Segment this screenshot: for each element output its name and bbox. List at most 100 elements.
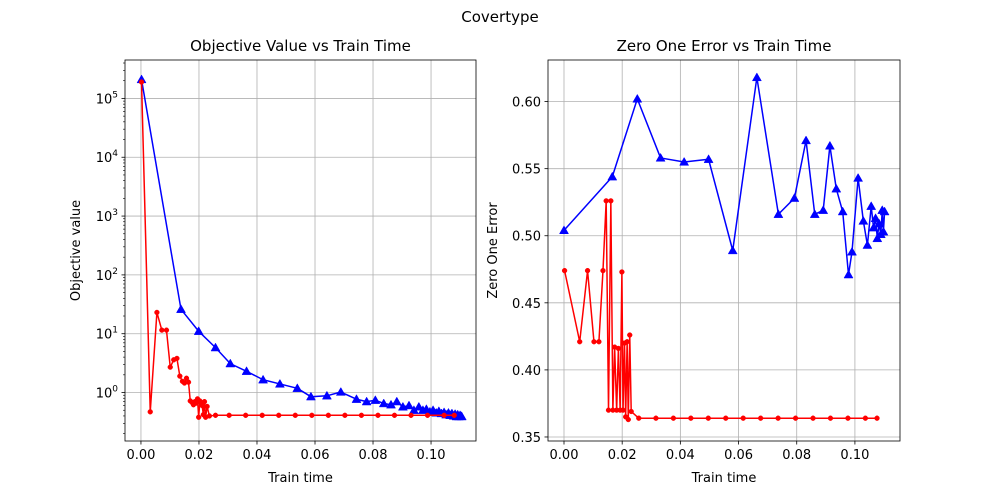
data-point [292, 383, 303, 392]
data-point [810, 415, 816, 421]
data-point [605, 407, 612, 413]
data-point [451, 412, 457, 418]
data-point [827, 415, 834, 421]
y-tick-label: 105 [96, 90, 118, 107]
data-point [210, 342, 221, 352]
objective-value-chart: Objective Value vs Train Time Train time… [69, 37, 477, 486]
data-point [167, 364, 173, 370]
data-point [858, 215, 869, 225]
x-tick-label: 0.10 [417, 448, 446, 463]
data-point [628, 408, 634, 415]
data-point [603, 198, 609, 204]
data-point [619, 269, 625, 275]
data-point [408, 412, 414, 418]
data-point [773, 209, 784, 218]
data-point [847, 246, 857, 256]
data-point [577, 339, 583, 345]
data-point [727, 245, 738, 255]
x-tick-label: 0.02 [608, 448, 637, 463]
data-point [361, 396, 372, 406]
x-tick-label: 0.04 [666, 448, 695, 463]
data-point [306, 391, 316, 401]
y-tick-label: 0.60 [512, 96, 541, 111]
data-point [653, 415, 659, 421]
y-tick-label: 0.40 [512, 364, 541, 379]
data-point [241, 366, 252, 375]
data-point [199, 402, 205, 409]
data-point [212, 412, 219, 418]
series-red [138, 79, 457, 420]
chart-title: Zero One Error vs Train Time [617, 37, 832, 55]
data-point [163, 327, 170, 333]
series-blue [559, 72, 890, 279]
data-point [259, 412, 265, 418]
data-point [845, 415, 851, 421]
x-tick-label: 0.00 [550, 448, 579, 463]
data-point [801, 135, 811, 145]
data-point [792, 415, 799, 421]
data-point [276, 412, 282, 418]
data-point [177, 373, 183, 379]
data-point [196, 414, 202, 420]
data-point [370, 395, 381, 404]
series-red [561, 198, 880, 423]
y-tick-label: 0.35 [512, 431, 541, 446]
grid [125, 60, 476, 441]
data-point [818, 205, 829, 214]
data-point [620, 407, 626, 413]
y-tick-label: 0.45 [512, 297, 541, 312]
data-point [138, 79, 145, 85]
data-point [688, 415, 694, 421]
data-point [853, 173, 864, 182]
data-point [740, 415, 746, 421]
y-axis-label: Objective value [69, 200, 84, 301]
data-point [204, 403, 210, 410]
data-point [292, 412, 298, 418]
data-point [775, 415, 781, 421]
data-point [309, 412, 315, 418]
data-point [561, 267, 568, 274]
data-point [225, 358, 236, 368]
figure-suptitle: Covertype [461, 8, 538, 26]
y-tick-label: 103 [96, 208, 118, 225]
data-point [559, 225, 569, 235]
data-point [342, 412, 348, 418]
y-tick-label: 0.50 [512, 230, 541, 245]
x-tick-label: 0.00 [126, 448, 155, 463]
x-tick-label: 0.08 [359, 448, 388, 463]
data-point [866, 201, 877, 210]
data-point [615, 345, 622, 352]
x-tick-label: 0.08 [782, 448, 811, 463]
data-point [159, 327, 165, 333]
data-point [174, 355, 180, 362]
y-axis-label: Zero One Error [486, 202, 501, 299]
x-tick-label: 0.06 [724, 448, 753, 463]
data-point [679, 156, 690, 166]
data-point [809, 209, 820, 218]
data-point [862, 240, 873, 249]
data-point [596, 339, 602, 345]
x-axis-label: Train time [691, 471, 757, 486]
data-point [176, 304, 186, 313]
data-point [258, 374, 269, 384]
data-point [874, 415, 880, 421]
chart-title: Objective Value vs Train Time [190, 37, 411, 55]
data-point [824, 140, 835, 150]
data-point [843, 269, 854, 279]
x-tick-label: 0.02 [184, 448, 213, 463]
data-point [358, 412, 365, 418]
data-point [375, 412, 381, 418]
data-point [206, 413, 213, 419]
data-point [441, 412, 447, 418]
data-point [378, 398, 389, 408]
y-tick-label: 104 [96, 149, 119, 166]
data-point [627, 332, 633, 338]
plot-frame [547, 59, 901, 442]
data-point [584, 267, 591, 274]
data-point [625, 416, 631, 423]
data-point [874, 218, 884, 228]
data-point [404, 400, 414, 410]
data-point [636, 415, 642, 421]
